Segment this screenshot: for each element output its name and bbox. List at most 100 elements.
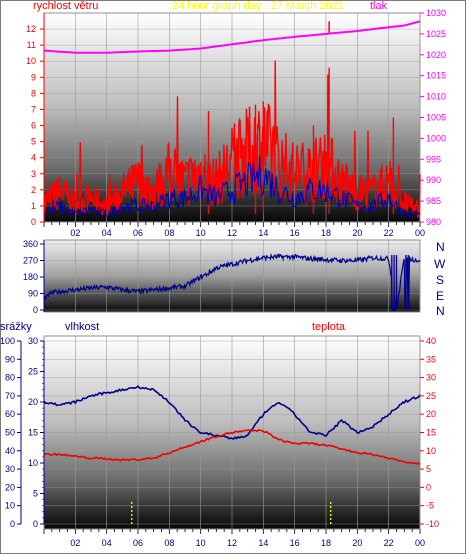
- wind-tick-label: 11: [27, 40, 36, 50]
- direction-axes: 0 90 180 270 360: [23, 239, 45, 315]
- temp-x-label: 20: [352, 538, 362, 548]
- rain-tick-label: 70: [5, 391, 15, 401]
- cardinal-w: W: [434, 257, 446, 271]
- wind-tick-label: 0: [31, 217, 36, 227]
- rain-tick-label: 80: [5, 373, 15, 383]
- wind-x-label: 06: [133, 228, 143, 238]
- humidity-tick-label: 0: [33, 519, 38, 529]
- wind-gust-line: [43, 60, 421, 218]
- temp-tick-label: -5: [426, 501, 434, 511]
- temperature-title: teplota: [312, 321, 346, 333]
- rain-tick-label: 10: [5, 501, 15, 511]
- wind-axes: 0123456789101112980985990995100010051010…: [26, 8, 446, 238]
- rain-tick-label: 90: [5, 354, 15, 364]
- wind-x-label: 18: [321, 228, 331, 238]
- cardinal-e: E: [436, 289, 445, 303]
- direction-tick-label: 180: [23, 272, 38, 282]
- humidity-tick-label: 15: [28, 428, 38, 438]
- rain-tick-label: 0: [10, 519, 15, 529]
- temp-tick-label: 5: [426, 464, 431, 474]
- wind-average-line: [43, 155, 421, 220]
- wind-speed-title: rychlost větru: [33, 0, 99, 12]
- temp-x-label: 02: [70, 538, 80, 548]
- rain-tick-label: 100: [0, 336, 15, 346]
- pressure-tick-label: 1000: [426, 133, 446, 143]
- pressure-title: tlak: [370, 0, 388, 12]
- pressure-tick-label: 1025: [426, 29, 446, 39]
- temp-x-label: 06: [133, 538, 143, 548]
- rain-tick-label: 50: [5, 428, 15, 438]
- temp-tick-label: 40: [426, 336, 436, 346]
- temp-axes: 0102030405060708090100051015202530-10-50…: [0, 336, 439, 548]
- cardinal-n-bottom: N: [436, 304, 445, 318]
- direction-tick-label: 270: [23, 256, 38, 266]
- wind-tick-label: 1: [31, 201, 36, 211]
- humidity-tick-label: 30: [28, 336, 38, 346]
- wind-x-label: 22: [384, 228, 394, 238]
- cardinal-s: S: [436, 273, 445, 287]
- wind-x-label: 20: [352, 228, 362, 238]
- rain-tick-label: 60: [5, 409, 15, 419]
- pressure-tick-label: 1020: [426, 50, 446, 60]
- rain-title: srážky: [0, 321, 32, 333]
- temp-x-label: 14: [258, 538, 268, 548]
- temp-tick-label: 20: [426, 409, 436, 419]
- temp-tick-label: 15: [426, 428, 436, 438]
- rain-tick-label: 40: [5, 446, 15, 456]
- humidity-tick-label: 25: [28, 367, 38, 377]
- wind-x-label: 08: [164, 228, 174, 238]
- cardinal-n-top: N: [436, 240, 445, 254]
- temp-tick-label: 25: [426, 391, 436, 401]
- direction-tick-label: 360: [23, 239, 38, 249]
- direction-tick-label: 0: [33, 305, 38, 315]
- wind-x-label: 02: [70, 228, 80, 238]
- direction-tick-label: 90: [28, 289, 38, 299]
- humidity-title: vlhkost: [65, 321, 100, 333]
- pressure-tick-label: 1015: [426, 71, 446, 81]
- wind-tick-label: 3: [31, 169, 36, 179]
- direction-grid: [43, 240, 421, 312]
- pressure-tick-label: 990: [426, 175, 441, 185]
- graph-date-title: 24 hour graph day : 27 March 2021: [172, 0, 344, 12]
- temp-x-label: 12: [227, 538, 237, 548]
- pressure-tick-label: 1005: [426, 113, 446, 123]
- temp-tick-label: 30: [426, 373, 436, 383]
- temp-x-label: 22: [384, 538, 394, 548]
- temp-x-label: 00: [415, 538, 425, 548]
- wind-tick-label: 7: [31, 104, 36, 114]
- temp-tick-label: 10: [426, 446, 436, 456]
- rain-tick-label: 30: [5, 464, 15, 474]
- wind-x-label: 12: [227, 228, 237, 238]
- temperature-line: [43, 428, 421, 466]
- temp-x-label: 10: [196, 538, 206, 548]
- direction-line: [43, 252, 421, 311]
- direction-marks: [43, 252, 421, 311]
- wind-tick-label: 9: [31, 72, 36, 82]
- humidity-tick-label: 5: [33, 489, 38, 499]
- wind-x-label: 00: [415, 228, 425, 238]
- temp-tick-label: -10: [426, 519, 439, 529]
- temp-marks: [43, 384, 421, 524]
- pressure-tick-label: 1010: [426, 92, 446, 102]
- wind-tick-label: 12: [26, 24, 36, 34]
- wind-tick-label: 8: [31, 88, 36, 98]
- temp-x-label: 04: [102, 538, 112, 548]
- wind-marks: [43, 20, 421, 220]
- humidity-line: [43, 384, 421, 440]
- pressure-tick-label: 995: [426, 154, 441, 164]
- pressure-line: [43, 20, 421, 54]
- humidity-tick-label: 20: [28, 397, 38, 407]
- temp-x-label: 08: [164, 538, 174, 548]
- temp-x-label: 18: [321, 538, 331, 548]
- temp-tick-label: 35: [426, 354, 436, 364]
- humidity-tick-label: 10: [28, 458, 38, 468]
- temp-tick-label: 0: [426, 482, 431, 492]
- wind-x-label: 04: [102, 228, 112, 238]
- pressure-tick-label: 985: [426, 196, 441, 206]
- wind-tick-label: 10: [26, 56, 36, 66]
- wind-tick-label: 2: [31, 185, 36, 195]
- temp-x-label: 16: [290, 538, 300, 548]
- rain-tick-label: 20: [5, 482, 15, 492]
- wind-x-label: 10: [196, 228, 206, 238]
